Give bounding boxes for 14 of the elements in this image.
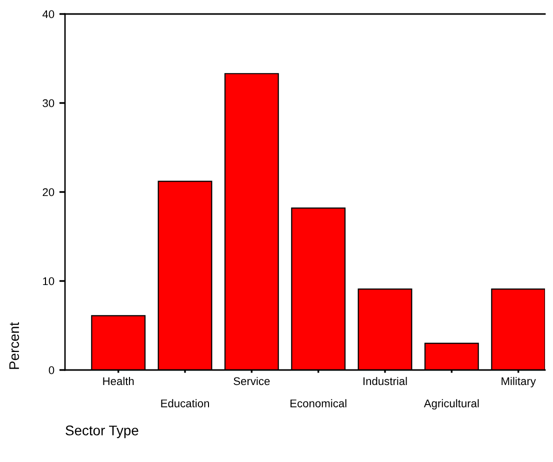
y-tick-label: 20 [42, 188, 54, 196]
y-axis-title: Percent [9, 322, 20, 369]
x-tick-label: Health [103, 376, 134, 386]
y-tick-label: 30 [42, 99, 54, 108]
y-tick-label: 0 [48, 366, 54, 374]
x-tick-label: Education [161, 399, 209, 408]
y-tick-label: 10 [43, 277, 54, 286]
x-tick-label: Service [234, 376, 270, 386]
x-axis-title: Sector Type [66, 426, 138, 438]
x-tick-label: Industrial [363, 376, 407, 386]
y-tick-label: 40 [42, 10, 54, 18]
x-tick-label: Economical [290, 399, 346, 408]
x-tick-label: Military [502, 376, 536, 388]
x-tick-label: Agricultural [424, 399, 479, 410]
